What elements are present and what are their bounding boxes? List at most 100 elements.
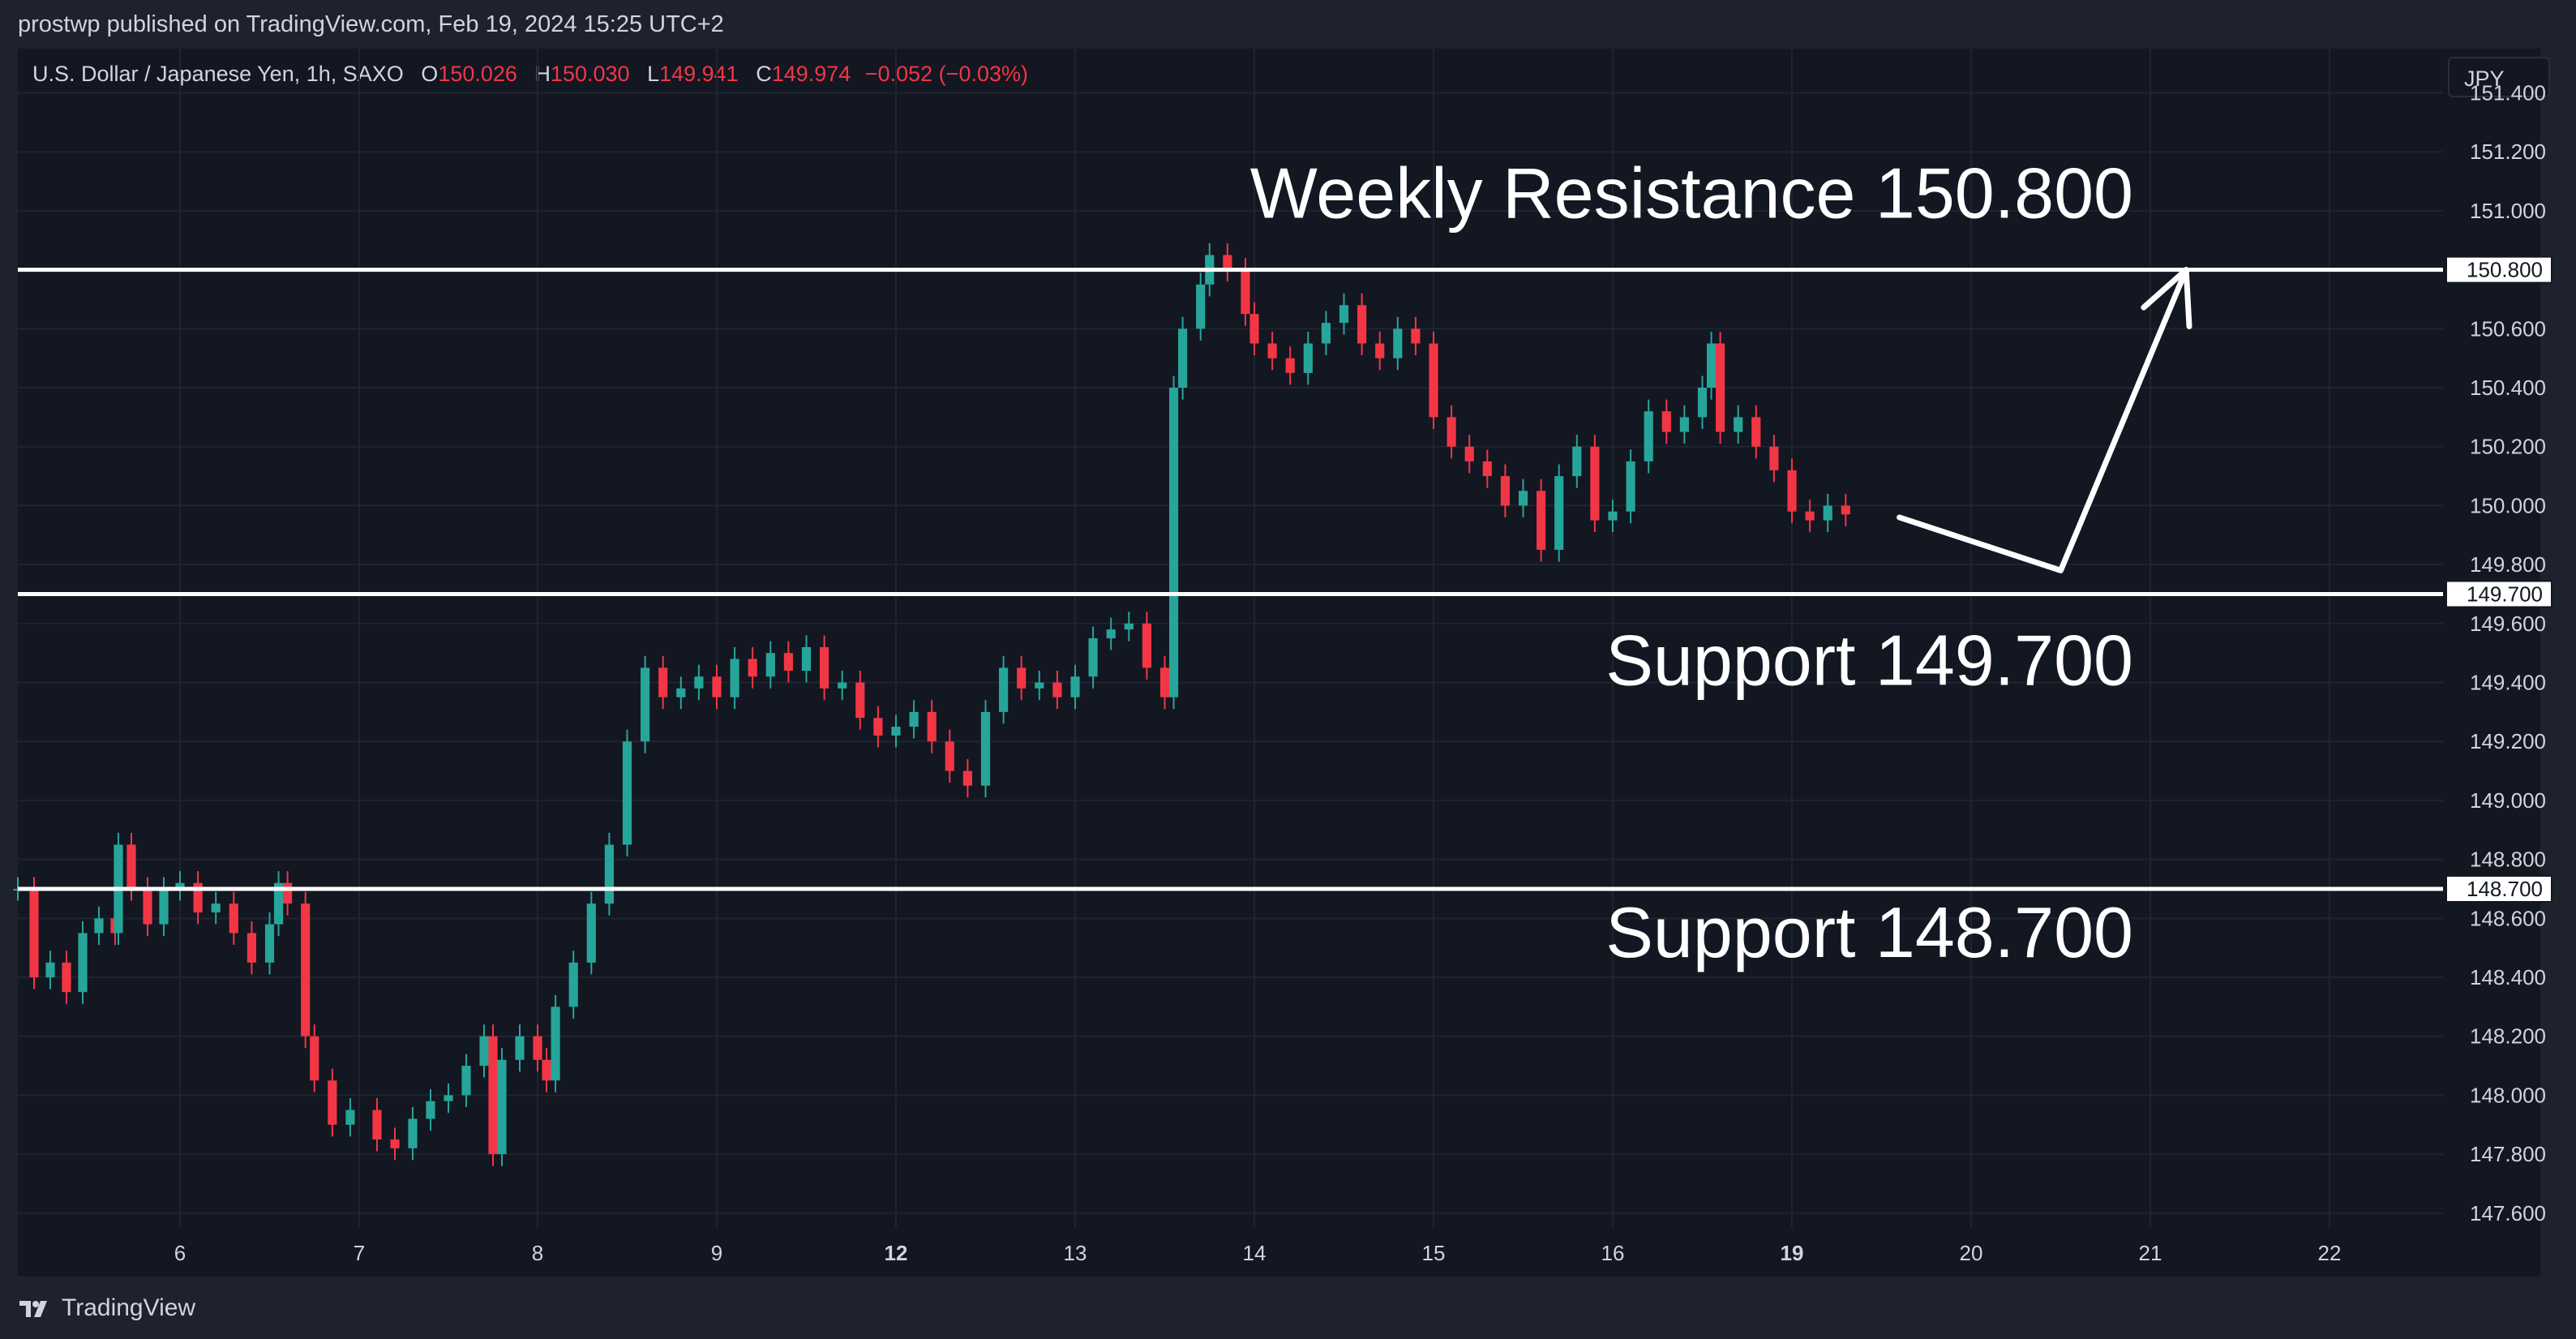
level-annotation: Weekly Resistance 150.800 bbox=[1250, 153, 2133, 234]
candle-body bbox=[1500, 476, 1510, 506]
candle-body bbox=[1644, 411, 1653, 461]
candle-body bbox=[1464, 446, 1474, 461]
time-tick-label: 7 bbox=[354, 1241, 365, 1265]
candle-body bbox=[1035, 682, 1044, 689]
level-annotation: Support 149.700 bbox=[1605, 620, 2133, 700]
price-tick-label: 150.600 bbox=[2470, 316, 2546, 341]
symbol-name[interactable]: U.S. Dollar / Japanese Yen, 1h, SAXO bbox=[32, 62, 404, 86]
time-tick-label: 22 bbox=[2318, 1241, 2342, 1265]
candle-body bbox=[1178, 328, 1188, 388]
candle-body bbox=[542, 1059, 551, 1081]
candle-body bbox=[29, 888, 39, 978]
candle-body bbox=[1159, 667, 1170, 697]
candle-body bbox=[604, 844, 614, 904]
price-tick-label: 151.000 bbox=[2470, 199, 2546, 223]
candle-body bbox=[1787, 470, 1797, 512]
candle-body bbox=[748, 659, 757, 677]
candle-body bbox=[658, 667, 668, 697]
open-label: O bbox=[421, 62, 439, 86]
candle-body bbox=[1339, 305, 1349, 324]
price-tick-label: 150.400 bbox=[2470, 376, 2546, 400]
price-tick-label: 148.000 bbox=[2470, 1083, 2546, 1107]
candle-body bbox=[694, 676, 704, 689]
candle-body bbox=[264, 924, 275, 963]
price-tick-label: 147.800 bbox=[2470, 1142, 2546, 1166]
candle-body bbox=[479, 1036, 489, 1066]
price-tick-label: 151.400 bbox=[2470, 81, 2546, 105]
candle-body bbox=[515, 1036, 525, 1060]
header-bar bbox=[0, 0, 2576, 49]
candle-body bbox=[962, 770, 972, 786]
candle-body bbox=[838, 682, 847, 689]
candle-body bbox=[1447, 417, 1456, 447]
candle-body bbox=[909, 711, 919, 727]
price-tick-label: 148.800 bbox=[2470, 848, 2546, 872]
candle-body bbox=[1661, 411, 1671, 432]
candle-body bbox=[1142, 623, 1151, 668]
candle-body bbox=[193, 882, 203, 913]
price-tick-label: 150.000 bbox=[2470, 493, 2546, 517]
level-price-tag-label: 148.700 bbox=[2467, 877, 2543, 901]
candle-body bbox=[855, 682, 865, 719]
time-tick-label: 19 bbox=[1781, 1241, 1804, 1265]
candle-body bbox=[273, 882, 284, 925]
candle-body bbox=[1590, 446, 1600, 521]
time-tick-label: 21 bbox=[2139, 1241, 2162, 1265]
candle-body bbox=[801, 646, 812, 671]
price-tick-label: 148.600 bbox=[2470, 906, 2546, 930]
candle-body bbox=[1518, 491, 1528, 506]
candle-body bbox=[999, 667, 1009, 712]
currency-button[interactable]: JPY bbox=[2448, 57, 2550, 97]
price-tick-label: 151.200 bbox=[2470, 139, 2546, 164]
candle-body bbox=[891, 727, 901, 736]
level-price-tag bbox=[2445, 255, 2552, 284]
change-value: −0.052 (−0.03%) bbox=[864, 62, 1028, 86]
symbol-legend: U.S. Dollar / Japanese Yen, 1h, SAXO O 15… bbox=[32, 62, 1028, 87]
price-tick-label: 149.800 bbox=[2470, 552, 2546, 577]
close-value: 149.974 bbox=[771, 62, 851, 86]
candle-body bbox=[676, 688, 686, 697]
candle-body bbox=[488, 1036, 498, 1155]
candle-body bbox=[1196, 284, 1206, 329]
candle-body bbox=[712, 676, 722, 697]
candle-body bbox=[1429, 343, 1438, 418]
candle-body bbox=[1554, 476, 1564, 550]
candle-body bbox=[94, 918, 104, 933]
candle-body bbox=[820, 646, 829, 689]
candle-body bbox=[1537, 491, 1546, 550]
price-tick-label: 150.200 bbox=[2470, 435, 2546, 459]
candle-body bbox=[1285, 358, 1295, 373]
candle-body bbox=[1823, 505, 1832, 521]
candle-body bbox=[568, 962, 578, 1007]
candle-body bbox=[444, 1095, 453, 1101]
candle-body bbox=[1626, 461, 1635, 512]
candle-body bbox=[1706, 343, 1717, 388]
projection-arrow[interactable] bbox=[1897, 267, 2189, 573]
price-scale[interactable] bbox=[2443, 49, 2540, 1277]
candle-body bbox=[159, 888, 169, 925]
high-value: 150.030 bbox=[550, 62, 630, 86]
candle-body bbox=[62, 962, 71, 993]
time-tick-label: 6 bbox=[174, 1241, 186, 1265]
publish-info: prostwp published on TradingView.com, Fe… bbox=[18, 11, 724, 37]
candle-body bbox=[283, 882, 293, 904]
candle-body bbox=[1411, 328, 1421, 344]
candle-body bbox=[1168, 388, 1179, 697]
time-tick-label: 12 bbox=[885, 1241, 908, 1265]
chart-panel[interactable] bbox=[18, 49, 2540, 1277]
price-tick-label: 149.600 bbox=[2470, 612, 2546, 636]
candle-body bbox=[126, 844, 136, 889]
time-tick-label: 16 bbox=[1601, 1241, 1625, 1265]
candle-body bbox=[1769, 446, 1779, 470]
candle-body bbox=[1751, 417, 1761, 447]
candle-body bbox=[945, 741, 954, 771]
candle-body bbox=[328, 1080, 337, 1125]
time-tick-label: 14 bbox=[1243, 1241, 1267, 1265]
candle-body bbox=[1303, 343, 1313, 373]
candle-body bbox=[345, 1109, 355, 1125]
candle-body bbox=[927, 711, 937, 742]
time-tick-label: 13 bbox=[1064, 1241, 1087, 1265]
time-tick-label: 9 bbox=[711, 1241, 722, 1265]
low-label: L bbox=[647, 62, 660, 86]
